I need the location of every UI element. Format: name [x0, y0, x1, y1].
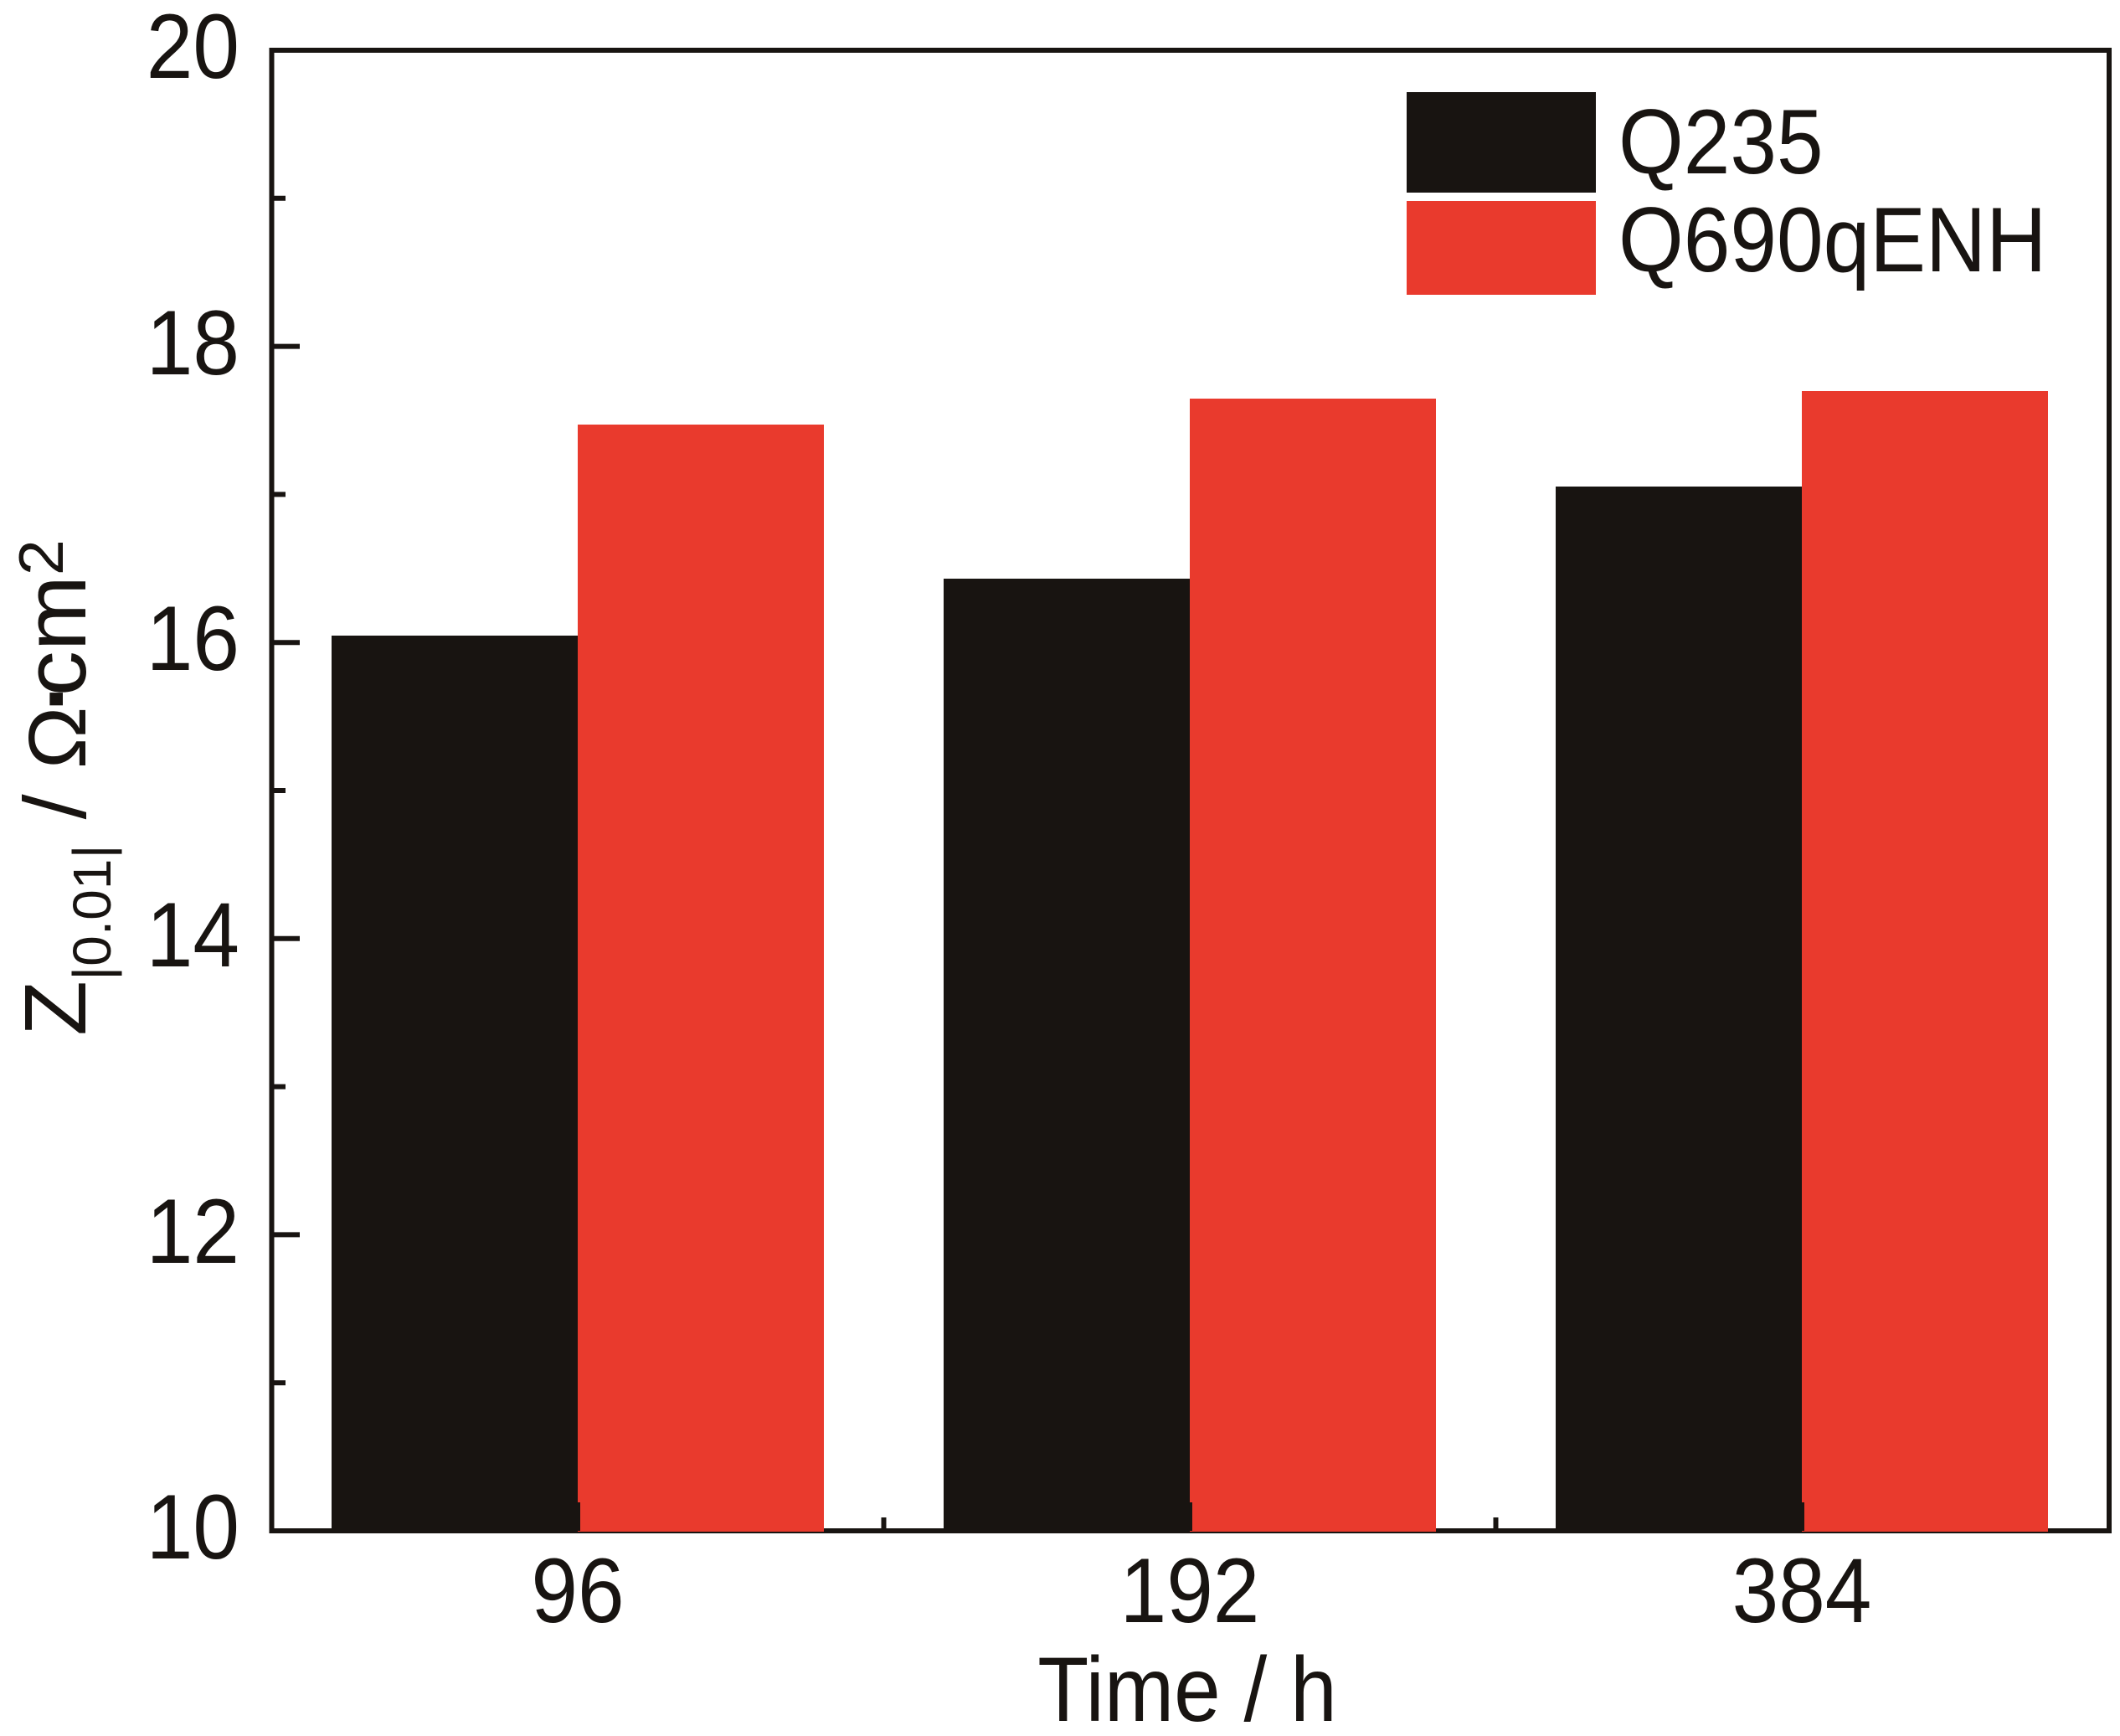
svg-text:10: 10 — [147, 1476, 239, 1579]
svg-text:20: 20 — [147, 0, 239, 98]
svg-text:Time / h: Time / h — [1037, 1639, 1336, 1736]
svg-text:384: 384 — [1732, 1540, 1872, 1642]
svg-text:Q235: Q235 — [1618, 91, 1824, 193]
svg-text:14: 14 — [147, 884, 239, 986]
svg-text:16: 16 — [147, 588, 239, 690]
svg-text:18: 18 — [147, 292, 239, 394]
svg-text:96: 96 — [531, 1540, 624, 1642]
svg-text:12: 12 — [147, 1181, 239, 1283]
svg-text:Z|0.01| / Ω·cm2: Z|0.01| / Ω·cm2 — [6, 539, 121, 1036]
svg-text:Q690qENH: Q690qENH — [1618, 189, 2046, 291]
svg-text:192: 192 — [1120, 1540, 1260, 1642]
